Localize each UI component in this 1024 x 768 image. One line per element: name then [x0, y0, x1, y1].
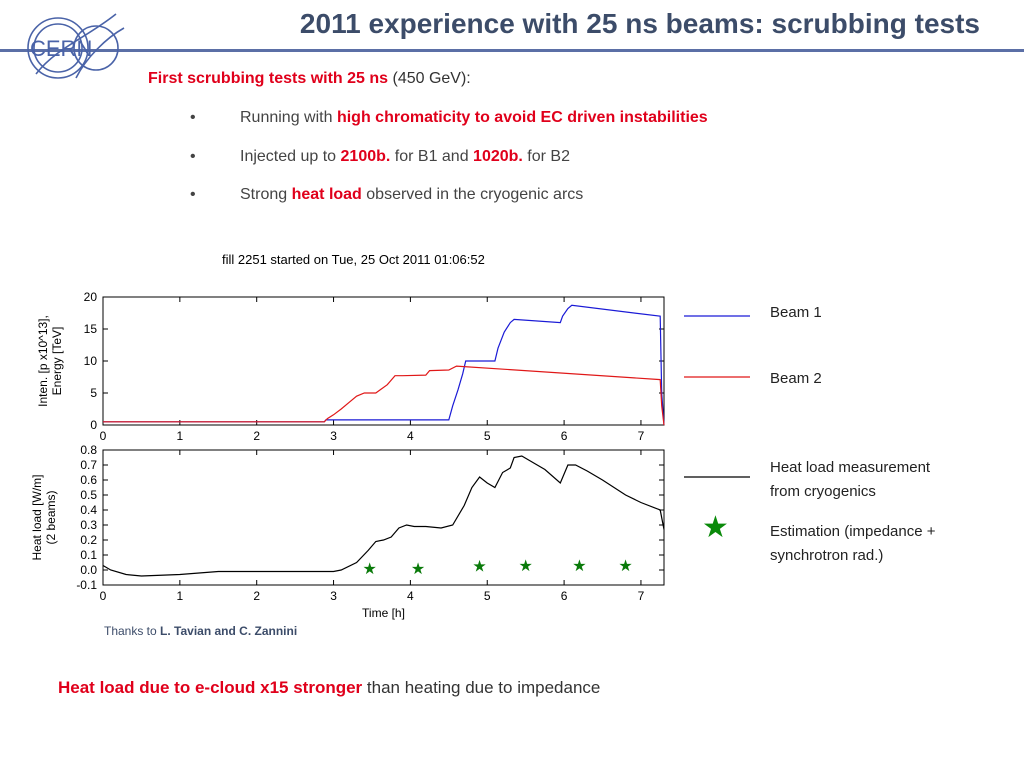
legend-heat-line2: from cryogenics [770, 483, 876, 500]
y-tick-label: 0.6 [80, 473, 97, 487]
x-tick-label: 7 [638, 429, 645, 443]
page-title: 2011 experience with 25 ns beams: scrubb… [299, 8, 980, 39]
y-tick-label: 0 [90, 418, 97, 432]
legend-est-line1: Estimation (impedance + [770, 523, 936, 540]
bullet-text: Injected up to [240, 148, 341, 165]
estimation-star-point: ★ [472, 557, 486, 576]
cern-logo: CERN [27, 13, 125, 79]
x-tick-label: 1 [177, 429, 184, 443]
series-line [102, 455, 665, 577]
bullet-item: • Running with high chromaticity to avoid… [190, 109, 708, 127]
bullet-item: • Injected up to 2100b. for B1 and 1020b.… [190, 148, 570, 166]
y-tick-label: 5 [90, 386, 97, 400]
legend-heat-line1: Heat load measurement [770, 459, 931, 476]
x-axis-label: Time [h] [362, 606, 405, 620]
bullet-marker: • [190, 186, 196, 203]
bullet-text: for B1 and [390, 148, 474, 165]
estimation-star-point: ★ [411, 559, 425, 578]
x-tick-label: 2 [253, 429, 260, 443]
y-axis-label: Inten. [p x10^13], [36, 315, 50, 407]
bullet-text: for B2 [522, 148, 570, 165]
header-rule [0, 49, 1024, 52]
plot-frame [102, 449, 665, 586]
y-tick-label: 0.5 [80, 488, 97, 502]
legend-estimation-label: Estimation (impedance + synchrotron rad.… [770, 520, 936, 568]
y-tick-label: 0.3 [80, 518, 97, 532]
legend-star-icon: ★ [702, 511, 729, 544]
x-tick-label: 7 [638, 589, 645, 603]
estimation-star-point: ★ [572, 556, 586, 575]
legend-beam2-label: Beam 2 [770, 370, 822, 387]
y-axis-label: (2 beams) [44, 490, 58, 544]
y-tick-label: -0.1 [76, 578, 97, 592]
x-tick-label: 5 [484, 429, 491, 443]
x-tick-label: 4 [407, 429, 414, 443]
y-tick-label: 0.2 [80, 533, 97, 547]
bullet-highlight: 1020b. [473, 148, 523, 165]
bullet-marker: • [190, 148, 196, 165]
x-tick-label: 6 [561, 589, 568, 603]
legend-est-line2: synchrotron rad.) [770, 547, 884, 564]
bullet-highlight: 2100b. [340, 148, 391, 165]
bullet-marker: • [190, 109, 196, 126]
y-tick-label: 0.0 [80, 563, 97, 577]
intro-highlight: First scrubbing tests with 25 ns [148, 70, 389, 87]
footer-statement: Heat load due to e-cloud x15 stronger th… [58, 678, 600, 698]
x-tick-label: 3 [330, 429, 337, 443]
x-tick-label: 3 [330, 589, 337, 603]
y-tick-label: 0.7 [80, 458, 97, 472]
bullet-text: observed in the cryogenic arcs [361, 186, 584, 203]
y-tick-label: 0.8 [80, 443, 97, 457]
thanks-note: Thanks to L. Tavian and C. Zannini [104, 624, 297, 638]
x-tick-label: 0 [100, 589, 107, 603]
series-line [103, 304, 665, 426]
legend-lines [684, 315, 750, 478]
x-tick-label: 2 [253, 589, 260, 603]
y-tick-label: 10 [84, 354, 98, 368]
thanks-names: L. Tavian and C. Zannini [160, 624, 298, 638]
legend-beam1-label: Beam 1 [770, 304, 822, 321]
bullet-highlight: high chromaticity to avoid EC driven ins… [336, 109, 708, 126]
estimation-star-point: ★ [518, 556, 532, 575]
y-tick-label: 15 [84, 322, 98, 336]
x-tick-label: 1 [177, 589, 184, 603]
thanks-pre: Thanks to [104, 624, 161, 638]
y-axis-label: Heat load [W/m] [30, 474, 44, 560]
bullet-text: Running with [240, 109, 337, 126]
series-line [103, 365, 665, 426]
estimation-star-point: ★ [618, 556, 632, 575]
intro-rest: (450 GeV): [388, 70, 471, 87]
y-axis-label: Energy [TeV] [50, 327, 64, 396]
x-tick-label: 5 [484, 589, 491, 603]
y-tick-label: 0.4 [80, 503, 97, 517]
heat-load-chart: 0 1 2 3 4 5 6 7 0.80.70.60.50.40.30.20.10.0-0.1 H… [30, 443, 665, 620]
y-tick-label: 0.1 [80, 548, 97, 562]
bullet-item: • Strong heat load observed in the cryoge… [190, 186, 583, 204]
logo-text: CERN [30, 36, 92, 61]
intensity-chart: 0 1 2 3 4 5 6 7 0 5 10 15 20 Inten. [p x10^13], Energy… [36, 290, 665, 443]
intro-line: First scrubbing tests with 25 ns (450 Ge… [148, 70, 471, 88]
x-tick-label: 4 [407, 589, 414, 603]
y-tick-label: 20 [84, 290, 98, 304]
bullet-text: Strong [240, 186, 292, 203]
x-tick-label: 0 [100, 429, 107, 443]
estimation-star-point: ★ [362, 559, 376, 578]
plot-title: fill 2251 started on Tue, 25 Oct 2011 01… [222, 252, 485, 267]
footer-highlight: Heat load due to e-cloud x15 stronger [58, 678, 363, 697]
plot-frame [102, 296, 665, 426]
bullet-highlight: heat load [291, 186, 362, 203]
x-tick-label: 6 [561, 429, 568, 443]
legend-heat-label: Heat load measurement from cryogenics [770, 456, 930, 504]
footer-rest: than heating due to impedance [362, 678, 601, 697]
